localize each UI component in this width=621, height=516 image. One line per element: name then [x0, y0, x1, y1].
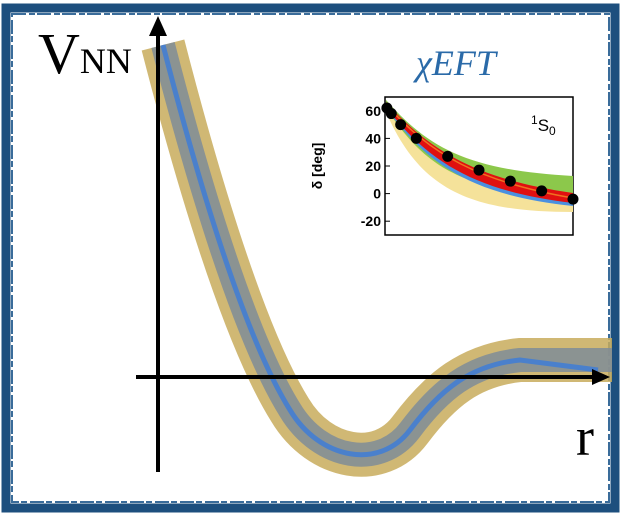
inset-plot: -20 0 20 40 60 — [361, 102, 579, 229]
r-axis-arrow — [592, 369, 610, 385]
frame-inner — [11, 13, 610, 503]
y-tick-label: 20 — [365, 158, 381, 174]
annotation-sub: 0 — [549, 124, 556, 138]
inset-y-label: δ [deg] — [309, 143, 325, 190]
v-label-main: V — [38, 21, 80, 86]
y-tick-label: 40 — [365, 130, 381, 146]
data-point — [395, 119, 407, 131]
data-point — [385, 108, 397, 120]
inset-title: χEFT — [413, 43, 499, 83]
y-tick-label: 60 — [365, 103, 381, 119]
y-tick-label: -20 — [361, 213, 381, 229]
annotation-sup: 1 — [531, 113, 538, 127]
y-tick-label: 0 — [373, 186, 381, 202]
band-green — [386, 100, 573, 197]
data-point — [536, 185, 548, 197]
annotation-main: S — [538, 116, 549, 135]
band-red — [386, 102, 573, 203]
data-point — [410, 132, 422, 144]
data-point — [567, 193, 579, 205]
data-point — [442, 150, 454, 162]
data-point — [473, 164, 485, 176]
r-label: r — [576, 407, 594, 467]
data-point — [504, 175, 516, 187]
potential-curve — [160, 44, 599, 458]
v-label: VNN — [38, 21, 132, 86]
inset-annotation: 1S0 — [531, 113, 556, 138]
v-label-subscript: NN — [80, 41, 132, 81]
frame — [1, 3, 620, 513]
v-axis-arrow — [149, 16, 167, 36]
